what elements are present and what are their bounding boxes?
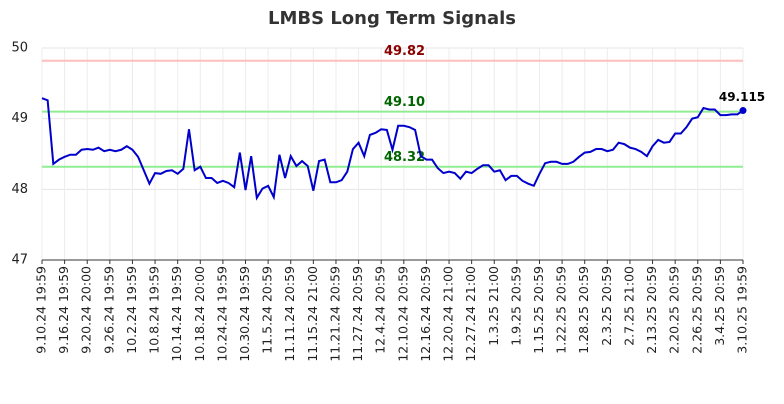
x-tick-label: 11.21.24 20:59 [327,266,342,362]
x-tick-label: 11.5.24 20:59 [260,266,275,354]
x-tick-label: 3.10.25 19:59 [735,266,750,354]
x-tick-label: 2.26.25 20:59 [689,266,704,354]
x-tick-label: 9.10.24 19:59 [34,266,49,354]
x-tick-label: 12.16.24 20:59 [418,266,433,362]
x-tick-label: 12.10.24 20:59 [395,266,410,362]
reference-label: 49.82 [384,44,425,59]
y-tick-label: 47 [11,253,28,268]
x-tick-label: 1.22.25 20:59 [554,266,569,354]
series-line [41,97,744,201]
x-tick-label: 2.20.25 20:59 [667,266,682,354]
x-tick-label: 10.8.24 19:59 [147,266,162,354]
x-tick-label: 11.11.24 20:59 [282,266,297,362]
y-tick-label: 50 [11,41,28,56]
x-tick-label: 9.16.24 19:59 [56,266,71,354]
x-tick-label: 9.26.24 19:59 [101,266,116,354]
last-point [739,107,747,115]
y-tick-label: 48 [11,182,28,197]
reference-label: 49.10 [384,95,425,110]
x-tick-label: 3.4.25 20:59 [712,266,727,346]
y-tick-label: 49 [11,111,28,126]
x-tick-label: 12.27.24 21:00 [463,266,478,362]
x-tick-label: 10.18.24 20:00 [192,266,207,362]
x-tick-label: 10.24.24 19:59 [214,266,229,362]
x-tick-label: 10.14.24 19:59 [169,266,184,362]
chart-title: LMBS Long Term Signals [268,8,516,29]
x-tick-label: 1.3.25 21:00 [486,266,501,346]
x-tick-label: 12.4.24 20:59 [373,266,388,354]
reference-label: 48.32 [384,150,425,165]
x-tick-label: 2.13.25 20:59 [644,266,659,354]
x-tick-label: 9.20.24 20:00 [79,266,94,354]
x-tick-label: 2.7.25 21:00 [621,266,636,346]
last-value-label: 49.115 [719,90,765,104]
x-tick-label: 10.2.24 19:59 [124,266,139,354]
x-tick-label: 12.20.24 21:00 [441,266,456,362]
x-tick-label: 11.27.24 20:59 [350,266,365,362]
x-tick-label: 11.15.24 21:00 [305,266,320,362]
x-tick-label: 1.15.25 20:59 [531,266,546,354]
x-tick-label: 10.30.24 19:59 [237,266,252,362]
x-tick-label: 2.3.25 20:59 [599,266,614,346]
x-tick-label: 1.28.25 20:59 [576,266,591,354]
x-tick-label: 1.9.25 20:59 [508,266,523,346]
